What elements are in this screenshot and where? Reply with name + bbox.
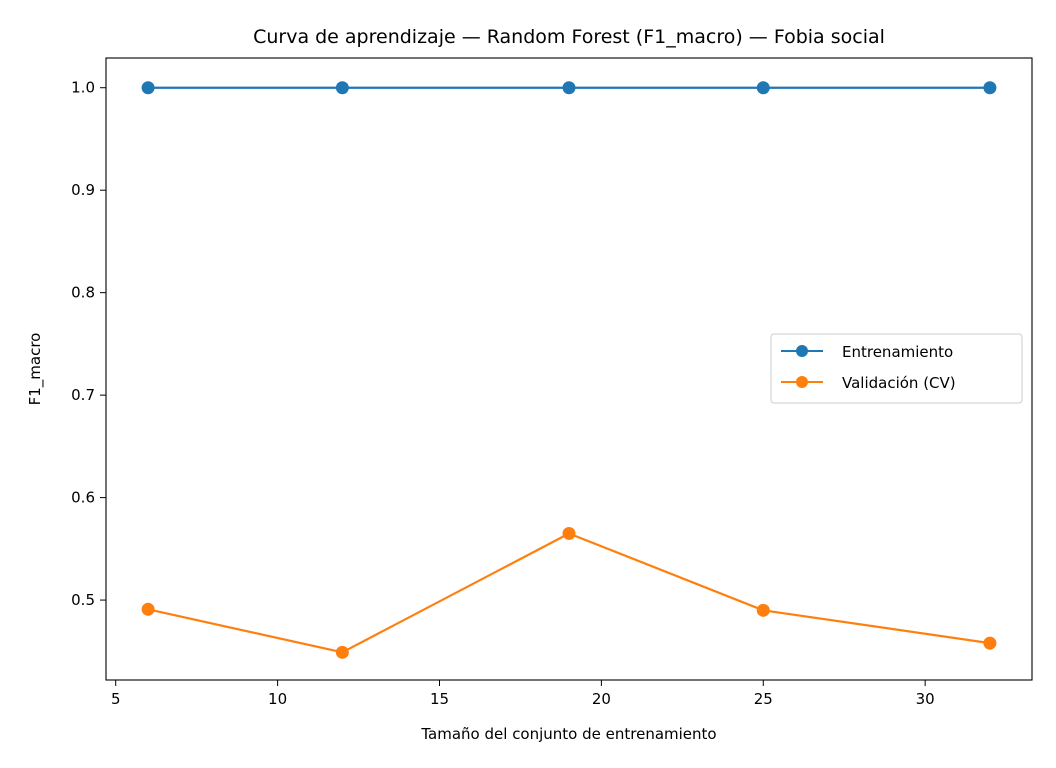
chart-title: Curva de aprendizaje — Random Forest (F1… bbox=[253, 26, 885, 48]
data-series bbox=[141, 81, 997, 659]
axes-frame bbox=[105, 57, 1033, 681]
series-1-point bbox=[983, 636, 997, 650]
series-1-point bbox=[335, 645, 349, 659]
y-tick-label: 0.5 bbox=[71, 591, 95, 609]
series-0-point bbox=[335, 81, 349, 95]
x-tick-label: 15 bbox=[430, 690, 449, 708]
legend-box bbox=[770, 333, 1023, 404]
y-tick-label: 1.0 bbox=[71, 79, 95, 97]
legend-marker-entrenamiento bbox=[796, 345, 808, 357]
legend-label-entrenamiento: Entrenamiento bbox=[842, 343, 953, 361]
x-tick-label: 20 bbox=[592, 690, 611, 708]
x-tick-label: 5 bbox=[111, 690, 121, 708]
legend-marker-validacion bbox=[796, 376, 808, 388]
y-tick-label: 0.7 bbox=[71, 386, 95, 404]
y-axis-label: F1_macro bbox=[26, 333, 45, 406]
series-1-point bbox=[141, 602, 155, 616]
legend-label-validacion: Validación (CV) bbox=[842, 374, 956, 392]
series-1-point bbox=[756, 603, 770, 617]
series-0-point bbox=[141, 81, 155, 95]
x-axis-label: Tamaño del conjunto de entrenamiento bbox=[420, 725, 716, 743]
axis-ticks: 5 10 15 20 25 30 0.5 0.6 0.7 0.8 0.9 1.0 bbox=[71, 79, 935, 708]
legend: Entrenamiento Validación (CV) bbox=[770, 333, 1023, 404]
series-1-point bbox=[562, 526, 576, 540]
series-0-point bbox=[562, 81, 576, 95]
y-tick-label: 0.9 bbox=[71, 181, 95, 199]
y-tick-label: 0.8 bbox=[71, 284, 95, 302]
x-tick-label: 30 bbox=[916, 690, 935, 708]
series-0-point bbox=[983, 81, 997, 95]
series-0-point bbox=[756, 81, 770, 95]
y-tick-label: 0.6 bbox=[71, 489, 95, 507]
x-tick-label: 25 bbox=[754, 690, 773, 708]
x-tick-label: 10 bbox=[268, 690, 287, 708]
